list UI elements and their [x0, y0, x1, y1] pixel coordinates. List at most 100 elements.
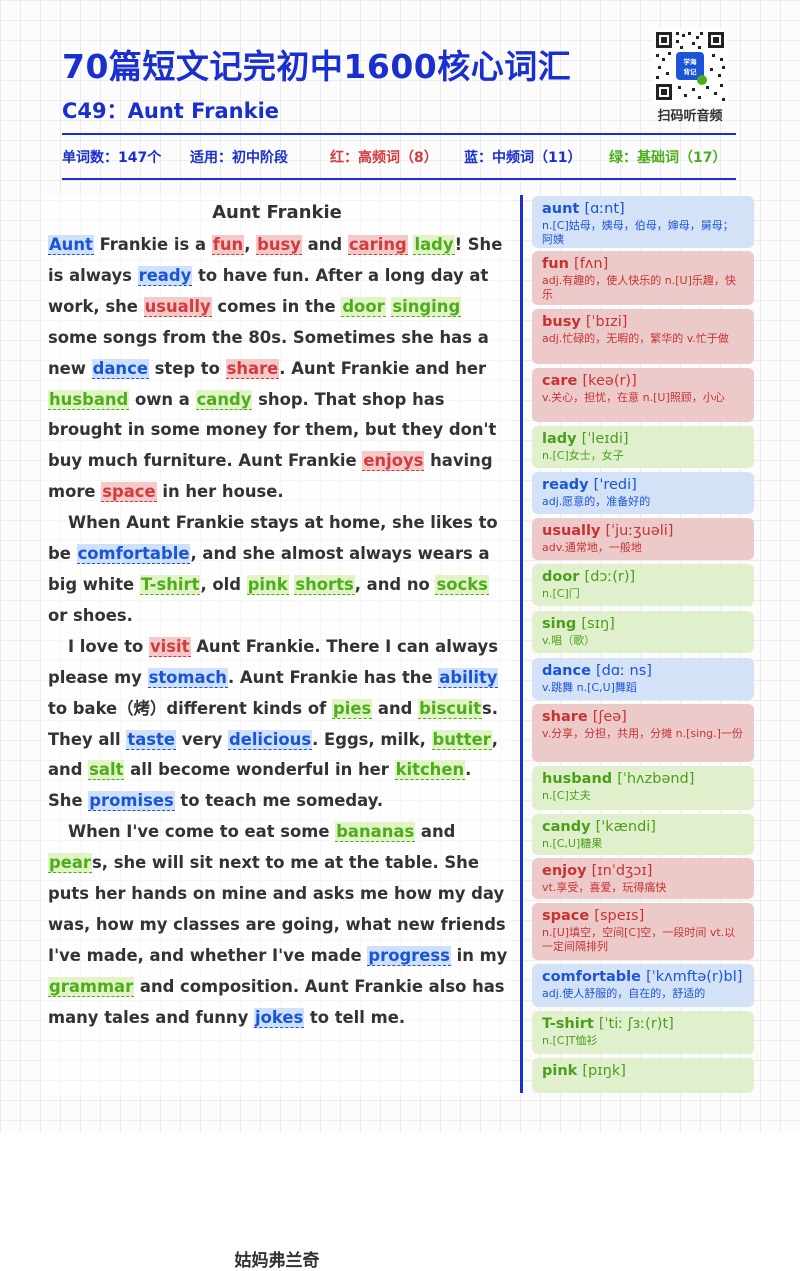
vocab-definition: v.跳舞 n.[C,U]舞蹈 — [542, 681, 637, 694]
highlighted-word[interactable]: busy — [256, 235, 302, 255]
vocab-card-pink[interactable]: pink [pɪŋk] — [532, 1058, 754, 1093]
vocab-card-aunt[interactable]: aunt [ɑːnt] n.[C]姑母，姨母，伯母，婶母，舅母；阿姨 — [532, 196, 754, 248]
article-text: , and she almost always wears a big whit… — [48, 544, 490, 594]
highlighted-word[interactable]: grammar — [48, 976, 135, 997]
vocab-word: door — [542, 569, 580, 585]
level-label: 适用：初中阶段 — [190, 150, 288, 166]
highlighted-word[interactable]: kitchen — [394, 760, 466, 781]
vocab-headword: enjoy [ɪnˈdʒɔɪ] — [542, 862, 744, 880]
highlighted-word[interactable]: share — [225, 358, 280, 379]
highlighted-word[interactable]: ready — [137, 265, 193, 286]
highlighted-word[interactable]: fun — [211, 235, 245, 255]
highlighted-word[interactable]: taste — [126, 729, 176, 750]
vocab-card-enjoy[interactable]: enjoy [ɪnˈdʒɔɪ] vt.享受，喜爱，玩得痛快 — [532, 858, 754, 899]
vocab-card-space[interactable]: space [speɪs] n.[U]填空，空间[C]空，一段时间 vt.以一定间… — [532, 903, 754, 960]
highlighted-word[interactable]: bananas — [335, 822, 416, 843]
vocab-word: ready — [542, 477, 589, 493]
vocab-headword: husband [ˈhʌzbənd] — [542, 770, 744, 788]
highlighted-word[interactable]: visit — [149, 636, 191, 657]
vocab-card-husband[interactable]: husband [ˈhʌzbənd] n.[C]丈夫 — [532, 766, 754, 810]
highlighted-word[interactable]: candy — [195, 389, 253, 410]
vocab-card-candy[interactable]: candy ['kændi] n.[C,U]糖果 — [532, 814, 754, 855]
highlighted-word[interactable]: pink — [246, 574, 289, 595]
highlighted-word[interactable]: ability — [438, 667, 499, 688]
highlighted-word[interactable]: comfortable — [76, 544, 191, 565]
highlighted-word[interactable]: Aunt — [48, 235, 94, 255]
highlighted-word[interactable]: pear — [48, 853, 92, 874]
article-text: Frankie is a — [93, 235, 212, 254]
article-text: ! She is always — [48, 235, 503, 285]
vocab-phonetic: [sɪŋ] — [581, 616, 615, 632]
vocab-card-door[interactable]: door [dɔː(r)] n.[C]门 — [532, 564, 754, 606]
article-text: having more — [48, 451, 493, 502]
article-text: Aunt Frankie. There I can always please … — [48, 636, 498, 687]
highlighted-word[interactable]: socks — [435, 574, 489, 595]
vocab-headword: fun [fʌn] — [542, 255, 744, 273]
article-text: and — [415, 822, 456, 842]
article-text: to tell me. — [304, 1007, 406, 1027]
highlighted-word[interactable]: T-shirt — [139, 574, 201, 595]
vocab-card-care[interactable]: care [keə(r)] v.关心，担忧，在意 n.[U]照顾，小心 — [532, 368, 754, 422]
legend-blue: 蓝：中频词（11） — [464, 150, 582, 166]
vocab-card-lady[interactable]: lady [ˈleɪdi] n.[C]女士，女子 — [532, 426, 754, 468]
vocab-word: husband — [542, 771, 613, 787]
vocab-definition: v.唱（歌） — [542, 634, 596, 647]
highlighted-word[interactable]: progress — [367, 945, 451, 966]
vocab-card-fun[interactable]: fun [fʌn] adj.有趣的，使人快乐的 n.[U]乐趣，快乐 — [532, 251, 754, 305]
highlighted-word[interactable]: husband — [48, 389, 130, 410]
vocab-definition: vt.享受，喜爱，玩得痛快 — [542, 881, 667, 894]
highlighted-word[interactable]: jokes — [254, 1007, 305, 1028]
highlighted-word[interactable]: pies — [331, 698, 373, 719]
stats-bar: 单词数：147个 适用：初中阶段 红：高频词（8） 蓝：中频词（11） 绿：基础… — [62, 147, 736, 167]
highlighted-word[interactable]: salt — [88, 760, 125, 781]
vocab-word: share — [542, 709, 588, 725]
vocab-headword: dance [dɑː ns] — [542, 662, 744, 680]
vocab-word: dance — [542, 663, 591, 679]
article-paragraph: I love to visit Aunt Frankie. There I ca… — [48, 632, 510, 817]
highlighted-word[interactable]: caring — [347, 235, 408, 255]
highlighted-word[interactable]: space — [101, 482, 157, 503]
article-text: . Aunt Frankie and her — [279, 358, 487, 378]
svg-text:背记: 背记 — [684, 67, 698, 76]
vocab-card-t-shirt[interactable]: T-shirt [ˈtiː ʃɜː(r)t] n.[C]T恤衫 — [532, 1011, 754, 1054]
vocab-headword: comfortable [ˈkʌmftə(r)bl] — [542, 968, 744, 986]
highlighted-word[interactable]: lady — [413, 235, 455, 255]
vocab-card-busy[interactable]: busy [ˈbɪzi] adj.忙碌的，无暇的，繁华的 v.忙于做 — [532, 309, 754, 364]
vocab-card-usually[interactable]: usually [ˈjuːʒuəli] adv.通常地，一般地 — [532, 518, 754, 560]
vocab-card-ready[interactable]: ready ['redi] adj.愿意的，准备好的 — [532, 472, 754, 514]
vocab-definition: n.[U]填空，空间[C]空，一段时间 vt.以一定间隔排列 — [542, 926, 736, 953]
vocab-headword: space [speɪs] — [542, 907, 744, 925]
article-title: Aunt Frankie — [212, 202, 342, 223]
legend-red: 红：高频词（8） — [330, 150, 438, 166]
vocab-headword: sing [sɪŋ] — [542, 615, 744, 633]
highlighted-word[interactable]: butter — [431, 729, 492, 750]
highlighted-word[interactable]: promises — [88, 791, 175, 812]
highlighted-word[interactable]: delicious — [227, 729, 313, 750]
highlighted-word[interactable]: biscuit — [418, 698, 483, 719]
article-text: When Aunt Frankie stays at home, she lik… — [48, 513, 498, 564]
vocab-phonetic: [ˈkʌmftə(r)bl] — [646, 969, 743, 985]
vocab-phonetic: [ˈhʌzbənd] — [617, 771, 695, 787]
highlighted-word[interactable]: shorts — [294, 574, 355, 595]
vocab-word: candy — [542, 819, 591, 835]
vocab-definition: adv.通常地，一般地 — [542, 541, 642, 554]
highlighted-word[interactable]: stomach — [147, 667, 228, 688]
vocab-headword: share [ʃeə] — [542, 708, 744, 726]
vocab-card-share[interactable]: share [ʃeə] v.分享，分担，共用，分摊 n.[sing.]一份 — [532, 704, 754, 762]
article-text: shop. That shop has brought in some mone… — [48, 389, 497, 471]
highlighted-word[interactable]: enjoys — [362, 451, 425, 472]
vocab-card-sing[interactable]: sing [sɪŋ] v.唱（歌） — [532, 611, 754, 653]
highlighted-word[interactable]: singing — [391, 296, 462, 317]
highlighted-word[interactable]: door — [341, 296, 386, 317]
qr-code-icon[interactable]: 学海 背记 — [652, 28, 728, 104]
vocab-card-comfortable[interactable]: comfortable [ˈkʌmftə(r)bl] adj.使人舒服的，自在的，… — [532, 964, 754, 1007]
vocab-definition: adj.有趣的，使人快乐的 n.[U]乐趣，快乐 — [542, 274, 736, 301]
article-paragraph: When Aunt Frankie stays at home, she lik… — [48, 508, 510, 632]
vocab-headword: lady [ˈleɪdi] — [542, 430, 744, 448]
vocab-definition: n.[C]门 — [542, 587, 580, 600]
highlighted-word[interactable]: dance — [91, 358, 149, 379]
highlighted-word[interactable]: usually — [143, 296, 212, 317]
vocab-headword: candy ['kændi] — [542, 818, 744, 836]
vocab-definition: n.[C]T恤衫 — [542, 1034, 598, 1047]
vocab-card-dance[interactable]: dance [dɑː ns] v.跳舞 n.[C,U]舞蹈 — [532, 658, 754, 700]
